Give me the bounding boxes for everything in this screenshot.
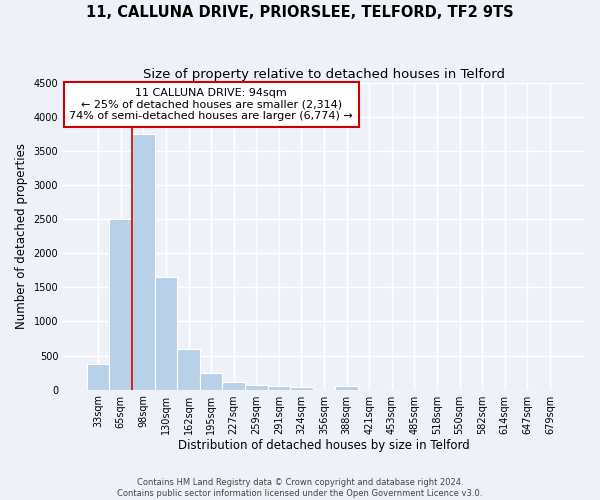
Title: Size of property relative to detached houses in Telford: Size of property relative to detached ho…: [143, 68, 505, 80]
Text: 11 CALLUNA DRIVE: 94sqm
← 25% of detached houses are smaller (2,314)
74% of semi: 11 CALLUNA DRIVE: 94sqm ← 25% of detache…: [69, 88, 353, 121]
Bar: [245, 386, 268, 390]
Bar: [132, 134, 155, 390]
X-axis label: Distribution of detached houses by size in Telford: Distribution of detached houses by size …: [178, 440, 470, 452]
Text: 11, CALLUNA DRIVE, PRIORSLEE, TELFORD, TF2 9TS: 11, CALLUNA DRIVE, PRIORSLEE, TELFORD, T…: [86, 5, 514, 20]
Bar: [268, 386, 290, 390]
Text: Contains HM Land Registry data © Crown copyright and database right 2024.
Contai: Contains HM Land Registry data © Crown c…: [118, 478, 482, 498]
Bar: [200, 373, 223, 390]
Y-axis label: Number of detached properties: Number of detached properties: [15, 144, 28, 330]
Bar: [290, 386, 313, 390]
Bar: [109, 220, 132, 390]
Bar: [223, 382, 245, 390]
Bar: [335, 386, 358, 390]
Bar: [155, 277, 177, 390]
Bar: [177, 348, 200, 390]
Bar: [87, 364, 109, 390]
